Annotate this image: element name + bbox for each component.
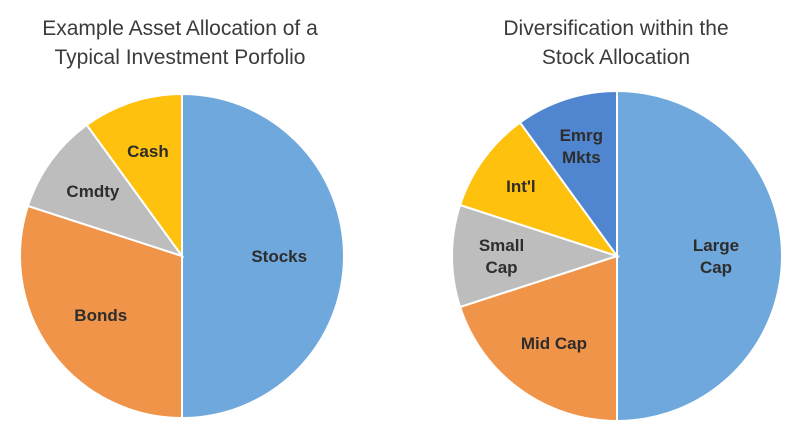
pie-1-slice-cash <box>85 92 183 260</box>
pie-2-label-large-cap: Large Cap <box>693 236 739 277</box>
pie-1-label-cmdty: Cmdty <box>66 182 119 201</box>
pie-2-slice-small-cap <box>451 203 621 309</box>
pie-2-slice-emrg-mkts <box>518 89 618 260</box>
pie-2-slice-mid-cap <box>458 254 618 423</box>
pie-1-label-cash: Cash <box>127 142 169 161</box>
pie-2-label-small-cap: Small Cap <box>479 236 524 277</box>
pie-2-label-mid-cap: Mid Cap <box>521 334 587 353</box>
pie-1-label-stocks: Stocks <box>251 247 307 266</box>
pie-2-slice-int-l <box>458 121 620 258</box>
pie-1-slice-cmdty <box>26 123 185 258</box>
pie-1-title: Example Asset Allocation of a Typical In… <box>42 17 318 69</box>
pie-2-label-int-l: Int'l <box>506 177 536 196</box>
pie-1-slice-bonds <box>19 204 183 420</box>
pie-2-label-emrg-mkts: Emrg Mkts <box>560 126 603 167</box>
pie-1-label-bonds: Bonds <box>74 306 127 325</box>
pie-1-slice-stocks <box>181 92 345 420</box>
pie-2-title: Diversification within the Stock Allocat… <box>503 17 729 69</box>
pie-2-slice-large-cap <box>616 89 783 423</box>
